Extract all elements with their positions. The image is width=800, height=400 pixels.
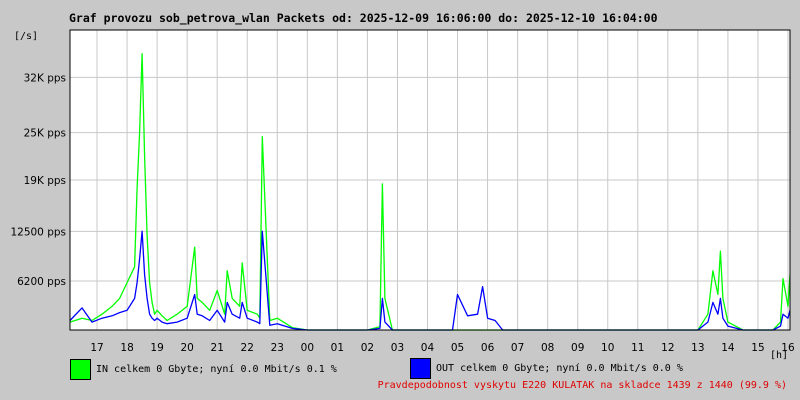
plot-border: [69, 29, 791, 331]
legend-in-label: IN celkem 0 Gbyte; nyní 0.0 Mbit/s 0.1 %: [96, 364, 337, 375]
x-axis-ticks: 17 18 19 20 21 22 23 00 01 02 03 04 05 06 07 08 09 10 11 12…: [90, 342, 795, 354]
x-tick-label: 05: [451, 342, 464, 354]
x-tick-label: 19: [150, 342, 163, 354]
legend-in-swatch: [70, 359, 91, 380]
y-tick-label: 12500 pps: [10, 226, 66, 238]
x-tick-label: 21: [211, 342, 224, 354]
chart-title: Graf provozu sob_petrova_wlan Packets od…: [69, 11, 658, 25]
series-in-line: [69, 53, 791, 331]
x-tick-label: 22: [241, 342, 254, 354]
series-out-line: [69, 230, 791, 331]
x-tick-label: 07: [511, 342, 524, 354]
x-tick-label: 18: [120, 342, 133, 354]
x-tick-label: 11: [631, 342, 644, 354]
x-tick-label: 10: [601, 342, 614, 354]
x-tick-label: 04: [421, 342, 435, 354]
data-series: [69, 53, 791, 331]
x-tick-label: 00: [301, 342, 314, 354]
x-tick-label: 03: [391, 342, 404, 354]
x-tick-label: 20: [180, 342, 193, 354]
x-tick-label: 17: [90, 342, 103, 354]
legend-out-label: OUT celkem 0 Gbyte; nyní 0.0 Mbit/s 0.0 …: [436, 363, 683, 374]
x-tick-label: 13: [691, 342, 704, 354]
x-tick-label: 23: [271, 342, 284, 354]
availability-note: Pravdepodobnost vyskytu E220 KULATAK na …: [377, 380, 787, 391]
x-tick-label: 15: [751, 342, 764, 354]
legend-out-swatch: [410, 358, 431, 379]
x-tick-label: 08: [541, 342, 554, 354]
x-tick-label: 12: [661, 342, 674, 354]
y-axis-ticks: 6200 pps 12500 pps 19K pps 25K pps 32K pps: [10, 72, 66, 288]
legend-out: OUT celkem 0 Gbyte; nyní 0.0 Mbit/s 0.0 …: [410, 358, 683, 379]
x-tick-label: 14: [721, 342, 735, 354]
y-axis-unit: [/s]: [14, 31, 39, 42]
y-tick-label: 25K pps: [24, 128, 66, 140]
x-tick-label: 02: [361, 342, 374, 354]
x-tick-label: 06: [481, 342, 495, 354]
y-tick-label: 32K pps: [24, 72, 66, 84]
y-tick-label: 19K pps: [24, 175, 66, 187]
x-tick-label: 01: [331, 342, 344, 354]
x-tick-label: 16: [781, 342, 795, 354]
x-tick-label: 09: [571, 342, 584, 354]
legend-in: IN celkem 0 Gbyte; nyní 0.0 Mbit/s 0.1 %: [70, 359, 337, 380]
x-axis-unit: [h]: [770, 350, 789, 361]
y-tick-label: 6200 pps: [17, 276, 66, 288]
